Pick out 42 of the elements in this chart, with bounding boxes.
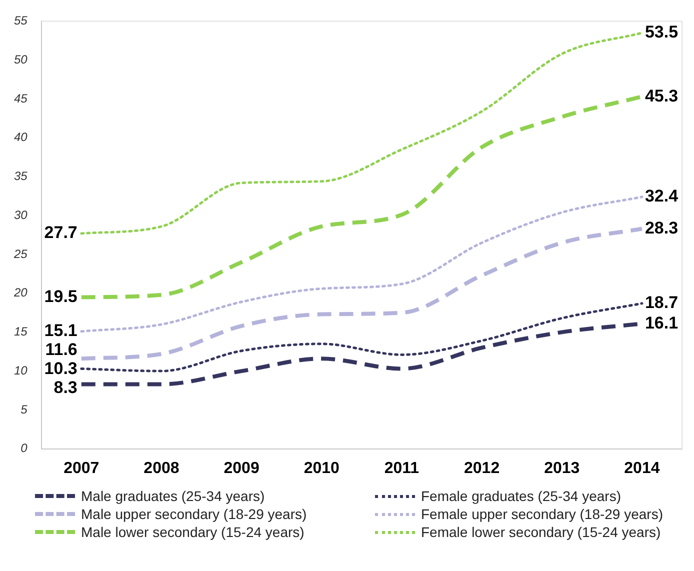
line-series (80, 196, 644, 333)
x-tick-label: 2008 (144, 460, 180, 477)
x-tick-label: 2012 (464, 460, 500, 477)
legend-label: Female lower secondary (15-24 years) (421, 524, 661, 540)
line-series (79, 226, 644, 361)
y-tick-label: 55 (14, 14, 28, 28)
y-tick-label: 5 (20, 402, 28, 416)
data-label: 28.3 (644, 218, 678, 238)
data-label: 15.1 (44, 320, 78, 340)
data-label: 8.3 (54, 378, 78, 397)
line-series (80, 302, 644, 372)
y-tick-label: 40 (14, 130, 28, 144)
y-tick-label: 50 (14, 52, 28, 66)
data-label: 16.1 (644, 313, 678, 332)
y-tick-label: 30 (14, 208, 28, 222)
y-tick-label: 20 (12, 286, 28, 300)
y-tick-label: 0 (20, 441, 28, 456)
x-tick-label: 2013 (544, 460, 580, 477)
data-label: 32.4 (644, 186, 679, 206)
legend-label: Male lower secondary (15-24 years) (81, 524, 304, 540)
x-tick-label: 2009 (224, 460, 260, 477)
y-tick-label: 25 (12, 246, 28, 261)
legend-label: Male graduates (25-34 years) (81, 488, 265, 504)
x-tick-label: 2010 (304, 460, 340, 477)
y-tick-label: 35 (14, 169, 28, 184)
legend-label: Male upper secondary (18-29 years) (81, 506, 307, 522)
x-tick-label: 2014 (624, 460, 660, 477)
data-label: 45.3 (644, 86, 678, 106)
legend-label: Female upper secondary (18-29 years) (421, 506, 664, 522)
x-tick-label: 2007 (64, 460, 100, 477)
y-tick-label: 45 (14, 91, 28, 106)
y-tick-label: 10 (14, 363, 28, 378)
data-label: 11.6 (45, 340, 78, 359)
legend-label: Female graduates (25-34 years) (421, 488, 621, 504)
data-label: 18.7 (644, 293, 678, 312)
data-label: 10.3 (44, 358, 78, 378)
data-label: 53.5 (644, 22, 678, 42)
line-series (80, 32, 644, 235)
x-tick-label: 2011 (384, 460, 420, 477)
data-label: 19.5 (44, 286, 78, 306)
data-label: 27.7 (44, 223, 78, 242)
y-tick-label: 15 (14, 324, 28, 339)
